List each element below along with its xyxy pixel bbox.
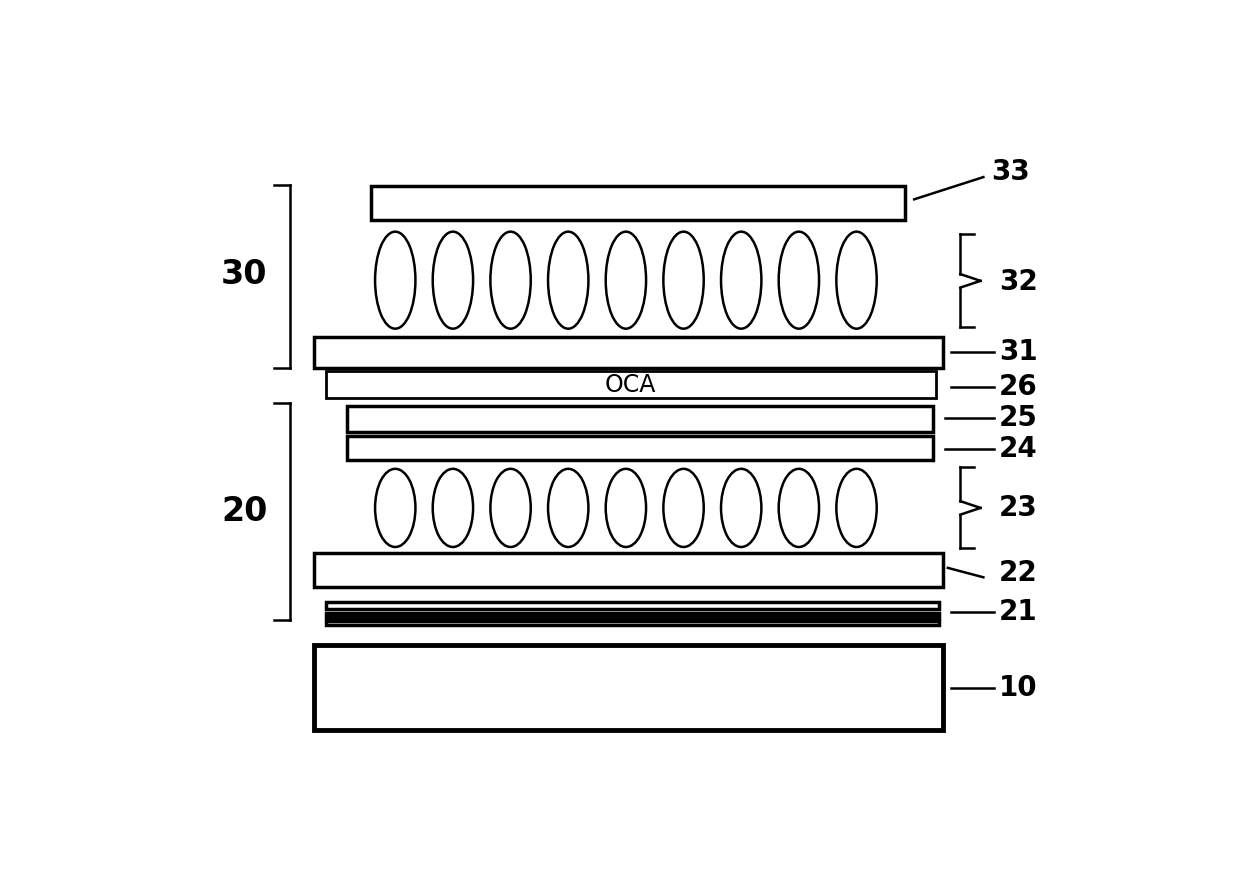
Text: 20: 20	[221, 495, 268, 528]
Text: 31: 31	[998, 339, 1038, 367]
Bar	[314, 646, 942, 730]
Ellipse shape	[374, 469, 415, 547]
Ellipse shape	[490, 469, 531, 547]
Bar	[371, 186, 905, 220]
Ellipse shape	[433, 232, 474, 329]
Bar	[314, 337, 942, 368]
Text: 24: 24	[998, 435, 1038, 463]
Ellipse shape	[605, 469, 646, 547]
Text: 21: 21	[998, 598, 1038, 626]
Ellipse shape	[779, 232, 820, 329]
Text: 33: 33	[991, 158, 1030, 186]
Bar	[347, 406, 934, 431]
Ellipse shape	[490, 232, 531, 329]
Bar	[326, 371, 936, 398]
Ellipse shape	[720, 469, 761, 547]
Ellipse shape	[663, 232, 704, 329]
Bar	[314, 553, 942, 587]
Text: 10: 10	[998, 674, 1038, 702]
Ellipse shape	[374, 232, 415, 329]
Text: 32: 32	[998, 268, 1038, 296]
Ellipse shape	[663, 469, 704, 547]
Ellipse shape	[836, 469, 877, 547]
Text: 30: 30	[221, 258, 268, 291]
Text: 26: 26	[998, 373, 1038, 401]
Text: 25: 25	[998, 403, 1038, 431]
Text: 22: 22	[998, 559, 1038, 587]
Ellipse shape	[548, 469, 589, 547]
Ellipse shape	[433, 469, 474, 547]
Text: 23: 23	[998, 493, 1038, 522]
Ellipse shape	[605, 232, 646, 329]
Bar	[326, 613, 939, 619]
Bar	[347, 436, 934, 460]
Ellipse shape	[720, 232, 761, 329]
Ellipse shape	[779, 469, 820, 547]
Ellipse shape	[836, 232, 877, 329]
Ellipse shape	[548, 232, 589, 329]
Text: OCA: OCA	[605, 373, 656, 396]
Bar	[326, 602, 939, 609]
Bar	[326, 621, 939, 625]
